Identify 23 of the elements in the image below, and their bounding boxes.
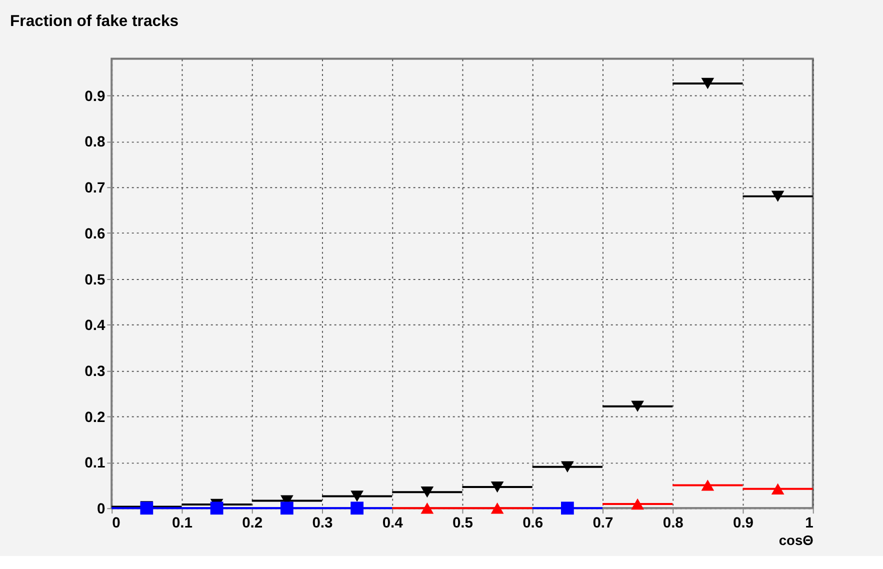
y-tick-label: 0.3 <box>84 364 106 380</box>
x-tick-label: 0.6 <box>522 515 544 532</box>
x-tick-label: 0.4 <box>382 515 404 532</box>
y-tick-label: 0.4 <box>84 318 106 334</box>
x-tick-label: 0.1 <box>172 515 193 532</box>
x-tick-label: 1 <box>805 515 814 532</box>
x-tick-label: 0.8 <box>662 515 684 532</box>
y-tick-label: 0.1 <box>84 456 106 472</box>
x-tick-label: 0 <box>112 515 120 532</box>
y-tick-label: 0.2 <box>84 410 106 426</box>
x-tick-label: 0.9 <box>732 515 754 532</box>
y-tick-label: 0.9 <box>84 88 106 105</box>
y-tick-label: 0.8 <box>84 134 106 151</box>
x-axis-title: cosΘ <box>778 532 814 548</box>
x-tick-label: 0.3 <box>312 515 333 532</box>
chart-title: Fraction of fake tracks <box>10 13 179 30</box>
y-tick-label: 0.7 <box>84 180 106 197</box>
x-tick-label: 0.2 <box>242 515 263 532</box>
y-tick-label: 0 <box>96 502 106 518</box>
y-tick-label: 0.5 <box>84 272 106 288</box>
x-tick-label: 0.5 <box>452 515 474 532</box>
y-tick-label: 0.6 <box>84 226 106 242</box>
x-tick-label: 0.7 <box>592 515 614 532</box>
